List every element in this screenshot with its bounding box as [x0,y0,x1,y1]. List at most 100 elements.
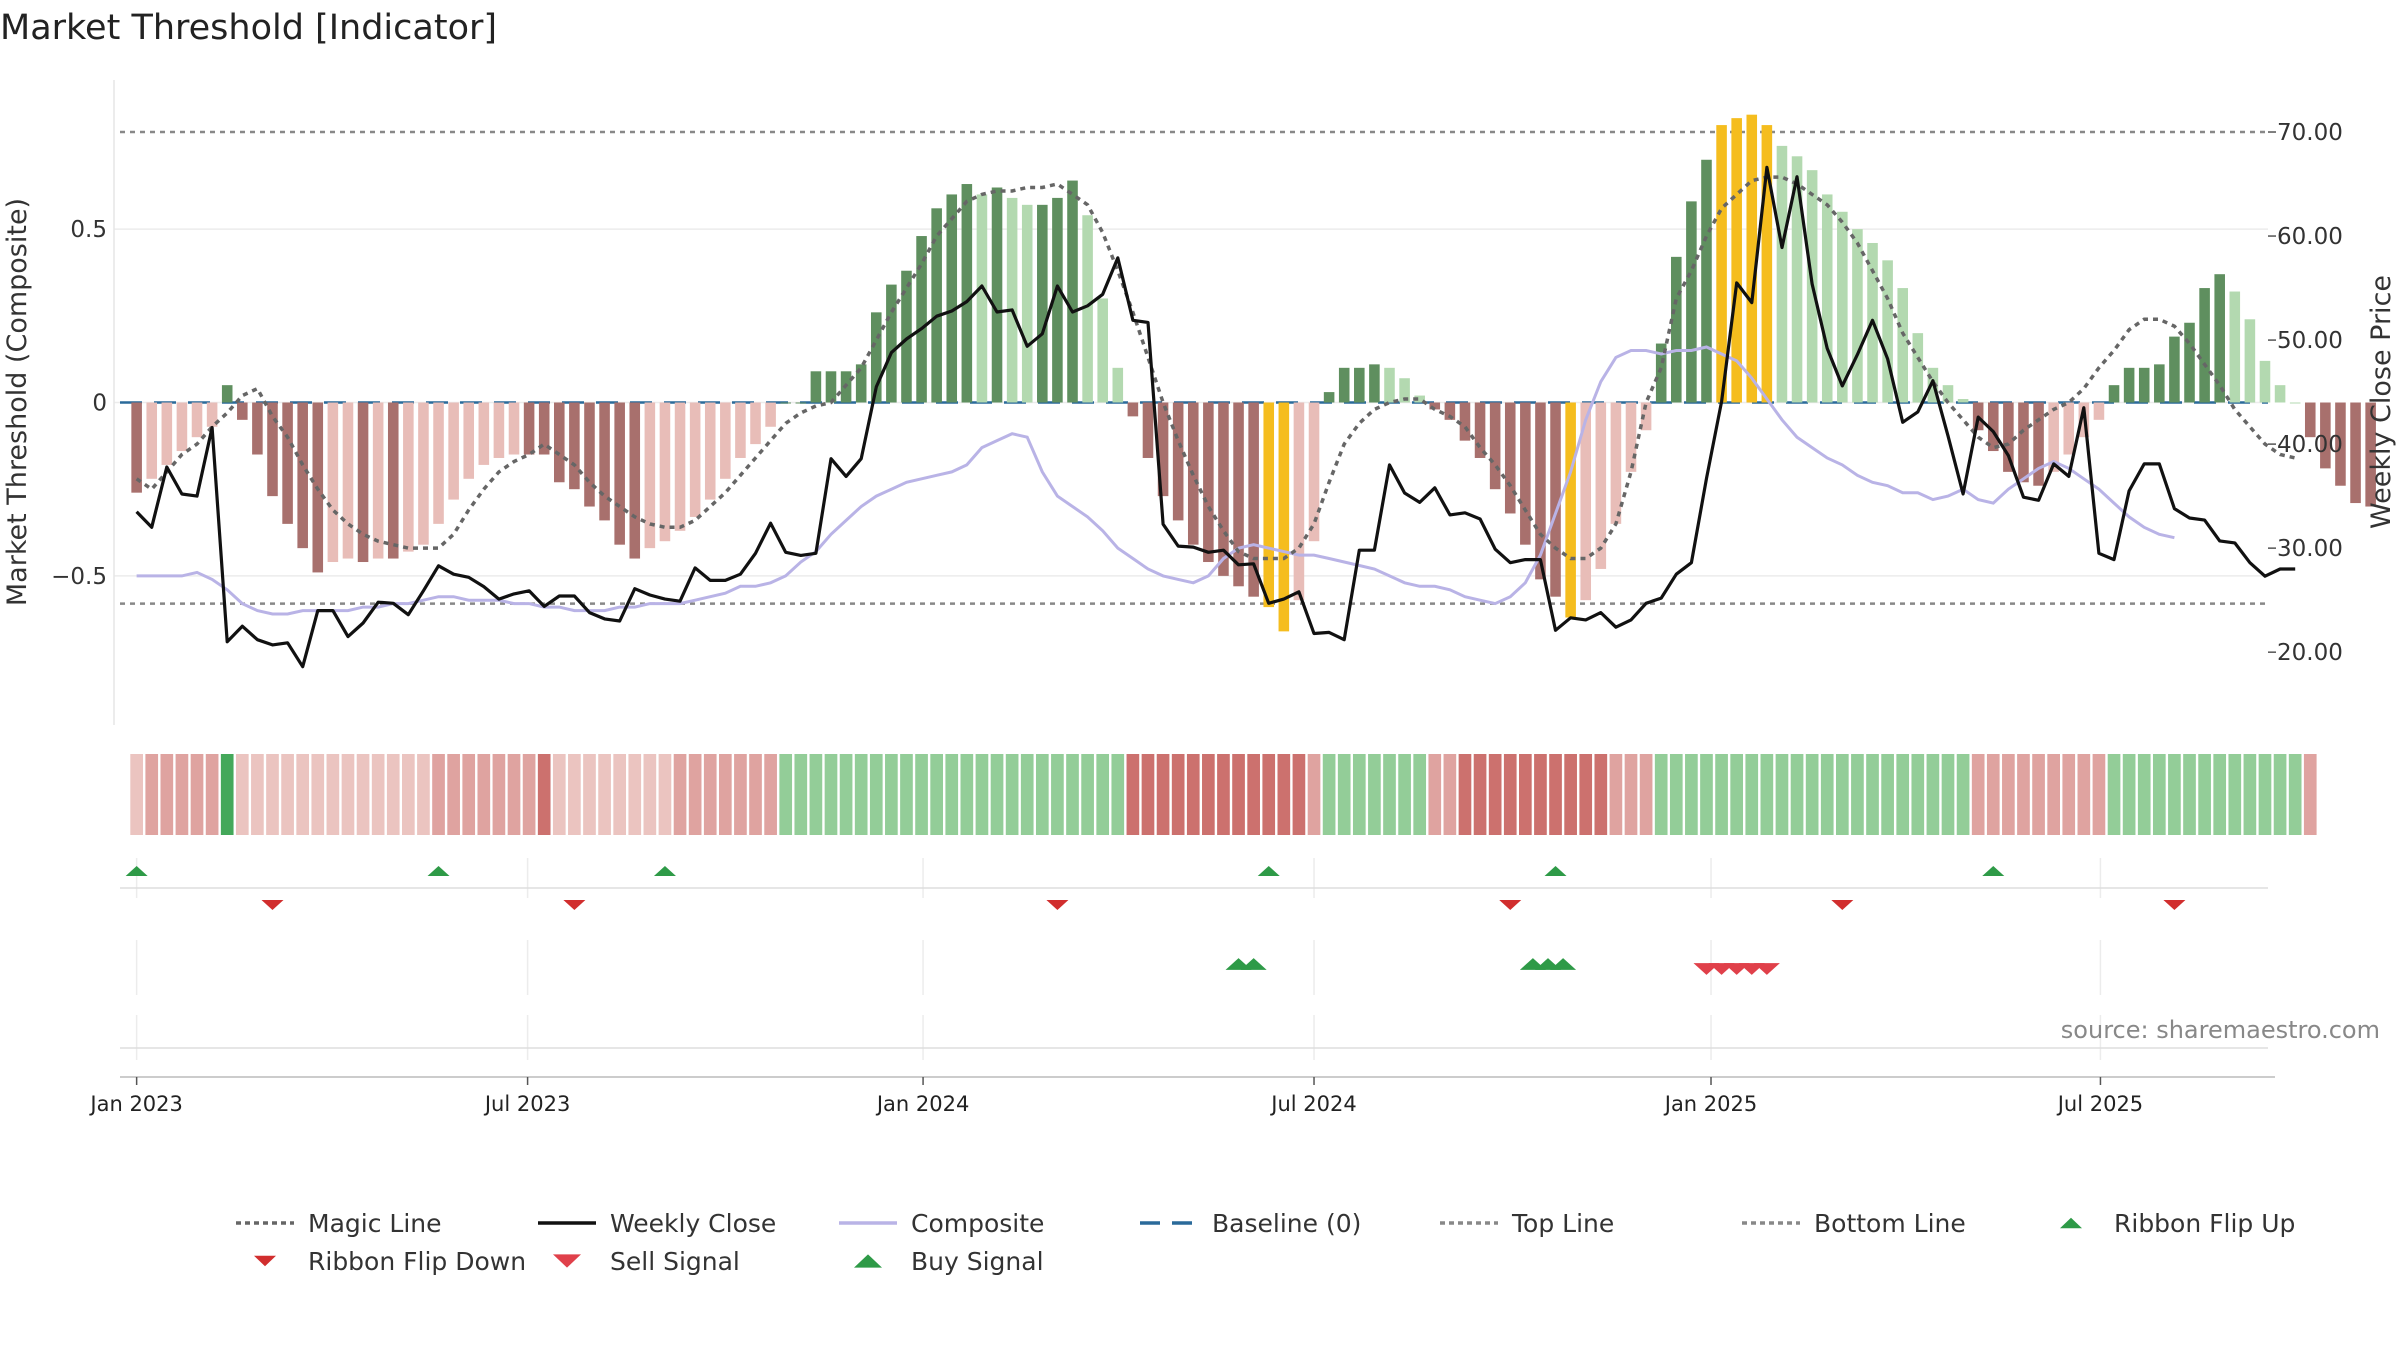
composite-bar [1474,402,1486,458]
composite-bar [493,402,505,458]
composite-bar [2304,402,2316,438]
composite-bar [2229,291,2241,403]
composite-bar [2108,385,2120,403]
composite-bar [2289,402,2301,404]
ribbon-cell [1126,754,1140,835]
ribbon-cell [658,754,672,835]
ribbon-cell [2092,754,2106,835]
composite-bar [704,402,716,500]
composite-bar [961,184,973,403]
ribbon-cell [915,754,928,835]
legend-label: Weekly Close [610,1209,776,1238]
ribbon-cell [673,754,687,835]
composite-bar [1278,402,1290,632]
x-tick-label: Jul 2024 [1269,1092,1356,1116]
left-tick-label: 0 [92,391,107,417]
composite-bar [508,402,520,455]
composite-bar [1610,402,1622,524]
ribbon-cell [235,754,249,835]
composite-bar [1535,402,1546,580]
ribbon-cell [2213,754,2227,835]
composite-bar [267,402,278,497]
legend-label: Ribbon Flip Down [308,1247,526,1276]
composite-bar [855,364,867,403]
ribbon-cell [1745,754,1759,835]
ribbon-cell [2273,754,2287,835]
ribbon-cell [839,754,853,835]
signal-markers [125,866,2186,975]
ribbon-cell [628,754,642,835]
composite-bar [2154,364,2165,403]
legend-label: Magic Line [308,1209,442,1238]
composite-bar [1157,402,1169,497]
ribbon-cell [2183,754,2196,835]
legend-label: Buy Signal [911,1247,1044,1276]
composite-bar [750,402,761,445]
ribbon-cell [1232,754,1245,835]
ribbon-flip-down-marker [2163,900,2186,910]
ribbon-cell [1609,754,1623,835]
left-tick-label: 0.5 [70,217,107,243]
right-tick-label: 70.00 [2277,120,2343,146]
ribbon-cell [885,754,898,835]
ribbon-cell [1322,754,1336,835]
ribbon-cell [2047,754,2060,835]
ribbon-cell [1156,754,1170,835]
ribbon-cell [869,754,883,835]
ribbon-cell [794,754,808,835]
composite-bar [1520,402,1531,545]
ribbon-cell [613,754,627,835]
ribbon-cell [447,754,460,835]
ribbon-cell [734,754,747,835]
composite-bar [2048,402,2059,472]
composite-bar [342,402,354,559]
composite-bar [191,402,203,438]
ribbon-cell [2198,754,2211,835]
composite-bar [2365,402,2376,507]
right-tick-label: 50.00 [2277,328,2343,354]
composite-bar [584,402,595,507]
ribbon-cell [1262,754,1276,835]
composite-bar [448,402,459,500]
ribbon-cell [417,754,430,835]
ribbon-cell [688,754,702,835]
composite-bar [1233,402,1244,587]
ribbon-cell [703,754,717,835]
ribbon-flip-up-marker [427,866,450,876]
ribbon-cell [1413,754,1427,835]
ribbon-flip-down-marker [1831,900,1854,910]
ribbon-flip-down-marker [1499,900,1522,910]
ribbon-flip-down-marker [563,900,586,910]
ribbon-cell [1594,754,1608,835]
legend-item: Ribbon Flip Up [2060,1209,2295,1238]
ribbon-cell [854,754,868,835]
ribbon-cell [356,754,370,835]
ribbon-cell [341,754,355,835]
composite-bar [916,236,927,403]
composite-bar [1882,260,1893,403]
composite-bar [252,402,263,455]
right-tick-label: 30.00 [2277,536,2343,562]
composite-bar [599,402,610,521]
sentiment-ribbon [130,754,2317,835]
ribbon-cell [568,754,581,835]
ribbon-cell [220,754,234,835]
composite-bar [614,402,625,545]
composite-bar [1912,333,1924,403]
composite-bar [131,402,142,493]
ribbon-cell [371,754,385,835]
composite-bar [931,208,942,403]
source-note: source: sharemaestro.com [2061,1016,2380,1044]
ribbon-cell [960,754,974,835]
ribbon-cell [205,754,219,835]
legend-swatch [2060,1217,2082,1229]
ribbon-flip-up-marker [125,866,148,876]
ribbon-cell [1383,754,1396,835]
composite-bar [1354,367,1365,403]
composite-bar [1127,402,1139,417]
composite-bar [1293,402,1305,601]
composite-bar [538,402,550,455]
ribbon-flip-up-marker [1257,866,1280,876]
ribbon-cell [1368,754,1381,835]
